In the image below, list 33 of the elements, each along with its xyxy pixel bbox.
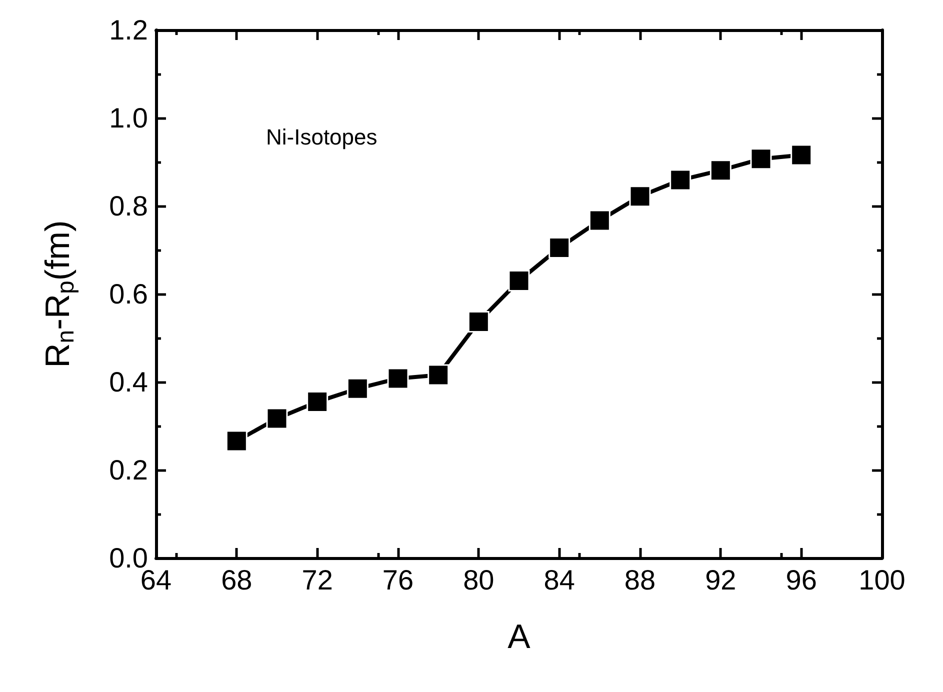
x-tick-label: 96 xyxy=(786,564,817,596)
x-axis-title: A xyxy=(508,618,531,656)
point xyxy=(387,368,409,390)
point xyxy=(710,160,732,182)
point xyxy=(790,144,812,166)
y-tick-label: 1.0 xyxy=(109,102,148,134)
y-tick-label: 0.4 xyxy=(109,366,148,398)
point xyxy=(306,391,328,413)
point xyxy=(508,270,530,292)
point xyxy=(670,169,692,191)
x-tick-label: 76 xyxy=(382,564,414,596)
y-tick-label: 0.2 xyxy=(109,454,148,486)
point xyxy=(629,186,651,208)
x-tick-label: 100 xyxy=(858,564,906,596)
x-tick-label: 68 xyxy=(221,564,252,596)
annotation: Ni-Isotopes xyxy=(266,124,378,150)
point xyxy=(468,310,490,332)
point xyxy=(548,237,570,259)
x-tick-label: 88 xyxy=(624,564,656,596)
y-axis-title: Rn-Rp(fm) xyxy=(39,220,80,368)
x-tick-label: 72 xyxy=(302,564,333,596)
point xyxy=(428,364,450,386)
point xyxy=(226,430,248,452)
point xyxy=(750,148,772,170)
point xyxy=(266,408,288,430)
x-tick-label: 84 xyxy=(544,564,575,596)
y-tick-label: 1.2 xyxy=(109,14,148,46)
y-tick-label: 0.8 xyxy=(109,190,148,222)
x-tick-label: 80 xyxy=(463,564,494,596)
point xyxy=(588,210,610,232)
y-tick-label: 0.6 xyxy=(109,278,148,310)
x-tick-label: 92 xyxy=(705,564,736,596)
point xyxy=(346,378,368,400)
